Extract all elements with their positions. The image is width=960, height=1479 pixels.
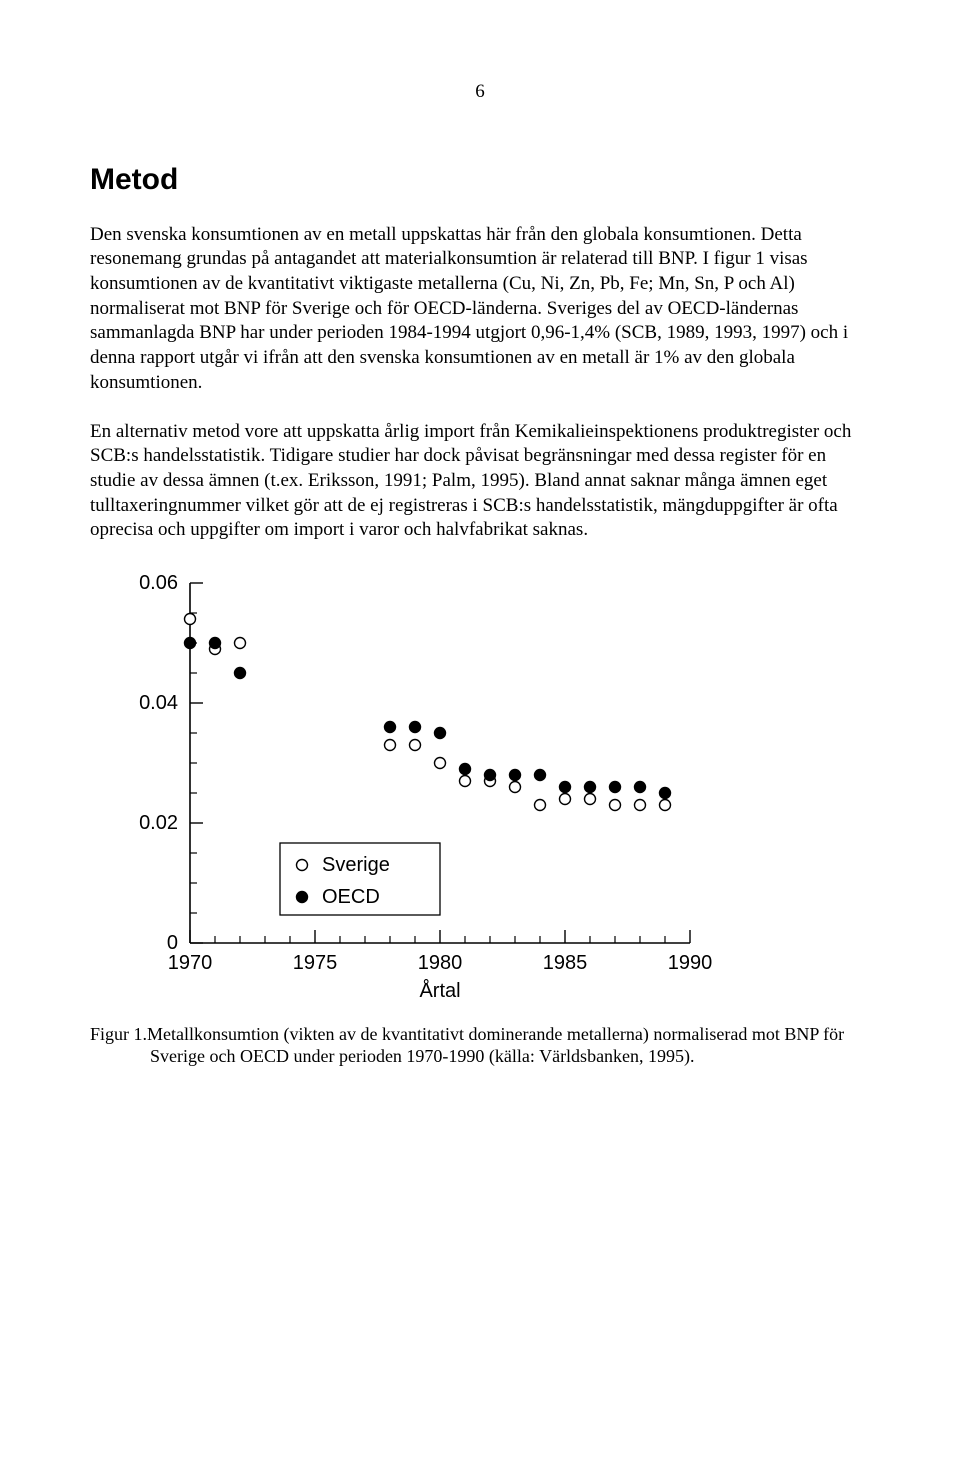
svg-text:0.02: 0.02 <box>139 812 178 834</box>
svg-text:0.04: 0.04 <box>139 692 178 714</box>
svg-text:0.06: 0.06 <box>139 573 178 594</box>
paragraph-2: En alternativ metod vore att uppskatta å… <box>90 420 870 543</box>
svg-text:0: 0 <box>167 932 178 954</box>
heading-metod: Metod <box>90 160 870 199</box>
svg-text:Årtal: Årtal <box>419 979 460 1002</box>
svg-text:1975: 1975 <box>293 952 338 974</box>
page-number: 6 <box>90 80 870 105</box>
svg-text:OECD: OECD <box>322 886 380 908</box>
caption-line-2: Sverige och OECD under perioden 1970-199… <box>90 1045 870 1068</box>
svg-text:1970: 1970 <box>168 952 213 974</box>
svg-text:1990: 1990 <box>668 952 713 974</box>
svg-text:Sverige: Sverige <box>322 854 390 876</box>
svg-text:1980: 1980 <box>418 952 463 974</box>
svg-text:1985: 1985 <box>543 952 588 974</box>
scatter-chart: 1970 1975 1980 1985 1990 Årtal 0 0.02 0.04 0.06 Sv… <box>90 573 730 1013</box>
figure-1: 1970 1975 1980 1985 1990 Årtal 0 0.02 0.04 0.06 Sv… <box>90 573 870 1013</box>
paragraph-1: Den svenska konsumtionen av en metall up… <box>90 223 870 396</box>
figure-1-caption: Figur 1.Metallkonsumtion (vikten av de k… <box>90 1023 870 1068</box>
caption-line-1: Figur 1.Metallkonsumtion (vikten av de k… <box>90 1024 844 1044</box>
